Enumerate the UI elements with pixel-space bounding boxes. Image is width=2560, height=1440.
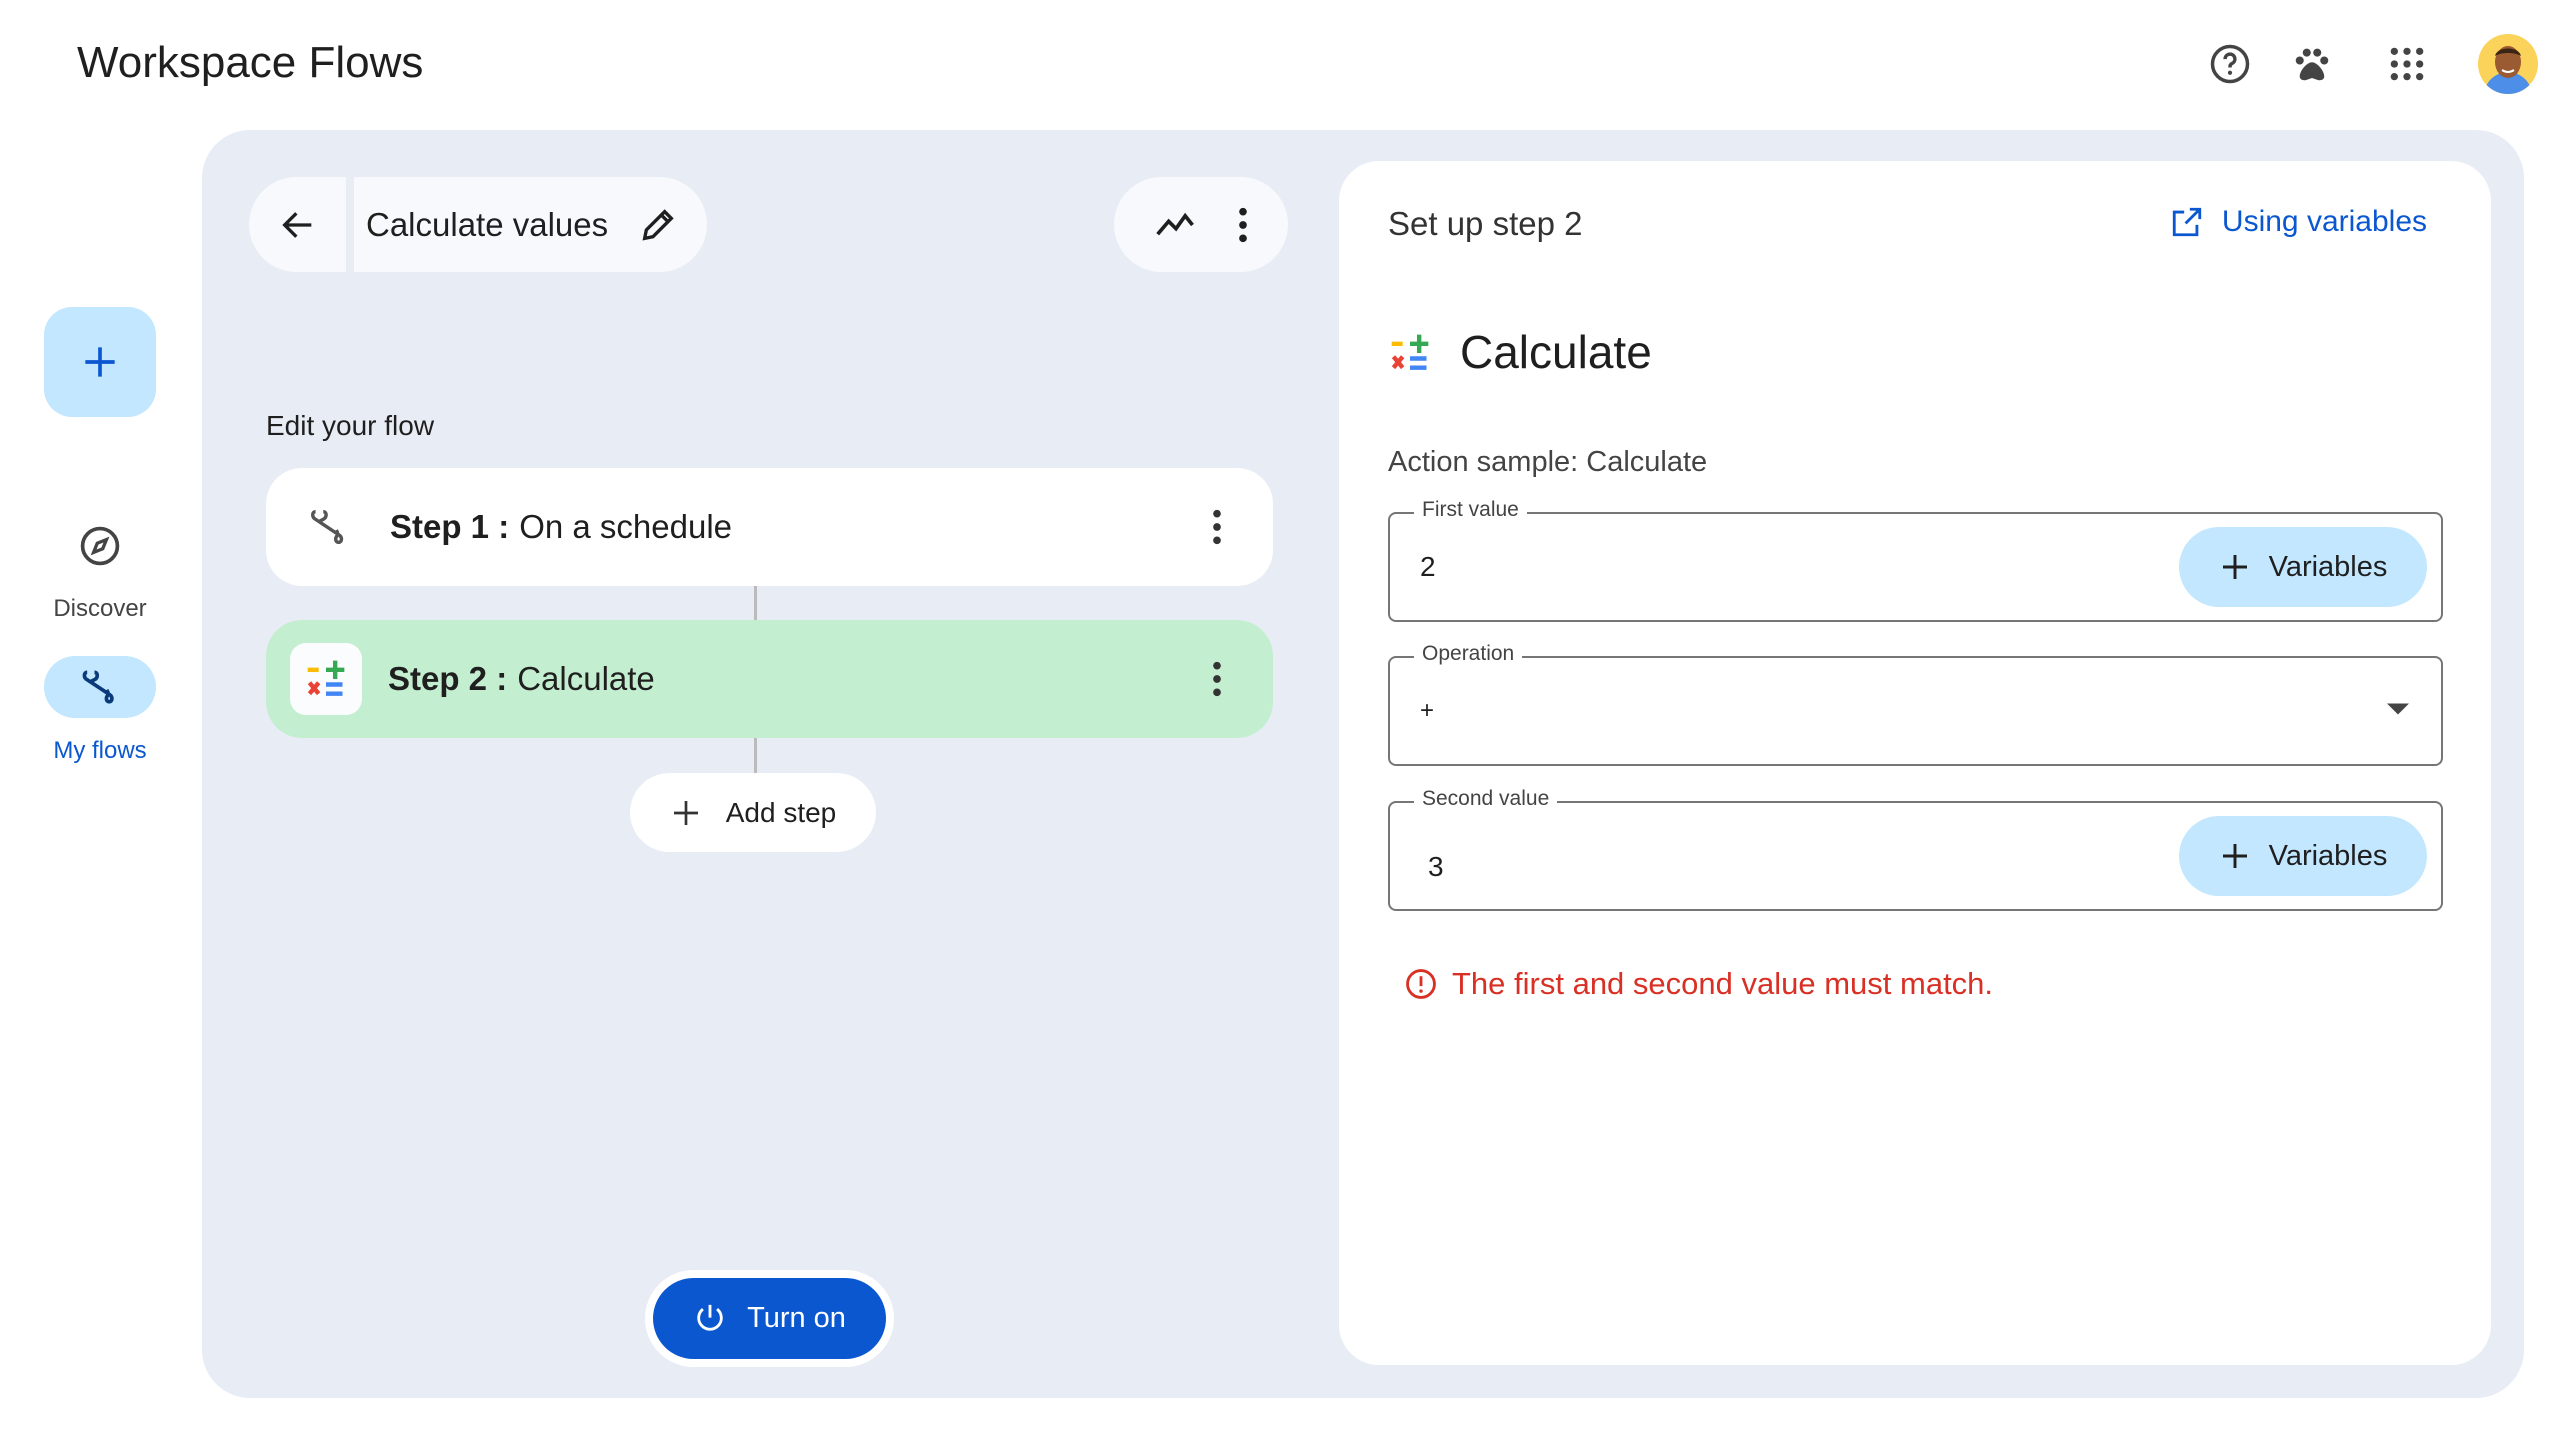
field-label: First value — [1414, 498, 1527, 522]
plus-icon — [2222, 555, 2247, 579]
apps-grid-icon[interactable] — [2383, 40, 2431, 88]
add-step-label: Add step — [725, 796, 837, 828]
step-name: On a schedule — [519, 508, 733, 545]
paw-icon[interactable] — [2288, 40, 2336, 88]
action-sample: Action sample: Calculate — [1388, 446, 1708, 478]
more-vert-icon[interactable] — [1211, 659, 1223, 699]
first-value-input[interactable]: 2 — [1420, 551, 1436, 582]
operation-value: + — [1420, 697, 1435, 724]
setup-panel — [1339, 161, 2491, 1365]
step-name: Calculate — [517, 660, 655, 697]
calculate-icon — [1391, 334, 1429, 370]
activity-icon[interactable] — [1154, 203, 1198, 247]
operation-select[interactable]: Operation + — [1388, 642, 2443, 766]
sidebar-label-my-flows[interactable]: My flows — [53, 737, 147, 764]
turn-on-button[interactable]: Turn on — [653, 1278, 886, 1359]
connector-line — [754, 586, 757, 620]
connector-line — [754, 738, 757, 773]
arrow-left-icon — [281, 211, 311, 238]
second-value-field[interactable]: Second value 3 Variables — [1388, 787, 2443, 911]
plus-icon — [673, 800, 698, 825]
schedule-flow-icon — [310, 509, 344, 545]
back-button[interactable] — [249, 177, 346, 272]
variables-label: Variables — [2268, 839, 2388, 872]
second-value-input[interactable]: 3 — [1428, 850, 1444, 882]
setup-heading: Set up step 2 — [1388, 205, 1583, 242]
step-prefix: Step 1 : — [390, 508, 510, 545]
add-step-button[interactable]: Add step — [630, 773, 876, 852]
more-vert-icon[interactable] — [1237, 205, 1249, 245]
compass-icon[interactable] — [78, 524, 122, 573]
help-icon[interactable] — [2206, 40, 2254, 88]
variables-label: Variables — [2268, 550, 2388, 583]
turn-on-label: Turn on — [747, 1302, 846, 1334]
error-icon — [1406, 969, 1436, 999]
action-title: Calculate — [1460, 326, 1652, 378]
open-in-new-icon — [2172, 207, 2202, 237]
step-card-1[interactable]: Step 1 : On a schedule — [266, 468, 1273, 586]
flow-title: Calculate values — [366, 205, 609, 243]
create-flow-button[interactable] — [44, 307, 156, 417]
flows-icon — [82, 670, 114, 704]
step-prefix: Step 2 : — [388, 660, 508, 697]
error-message: The first and second value must match. — [1404, 966, 1993, 1002]
variables-button[interactable]: Variables — [2179, 816, 2427, 896]
step-card-2[interactable]: Step 2 : Calculate — [266, 620, 1273, 738]
avatar[interactable] — [2478, 34, 2538, 94]
using-variables-label: Using variables — [2221, 205, 2427, 238]
power-icon — [697, 1304, 723, 1331]
variables-button[interactable]: Variables — [2179, 527, 2427, 607]
dropdown-arrow-icon[interactable] — [2387, 702, 2409, 716]
field-label: Second value — [1414, 787, 1558, 811]
pencil-icon[interactable] — [638, 205, 678, 245]
flow-actions-pill — [1114, 177, 1288, 272]
sidebar-item-discover[interactable]: Discover — [53, 595, 147, 622]
using-variables-link[interactable]: Using variables — [2170, 205, 2427, 239]
plus-icon — [85, 347, 115, 377]
first-value-field[interactable]: First value 2 Variables — [1388, 498, 2443, 622]
flow-title-pill[interactable]: Calculate values — [354, 177, 707, 272]
calculate-icon — [290, 643, 362, 715]
field-label: Operation — [1414, 642, 1523, 666]
section-label: Edit your flow — [266, 410, 435, 441]
more-vert-icon[interactable] — [1211, 507, 1223, 547]
sidebar-item-my-flows[interactable] — [44, 656, 156, 718]
plus-icon — [2222, 844, 2247, 868]
app-title: Workspace Flows — [77, 38, 424, 87]
error-text: The first and second value must match. — [1452, 966, 1994, 1001]
